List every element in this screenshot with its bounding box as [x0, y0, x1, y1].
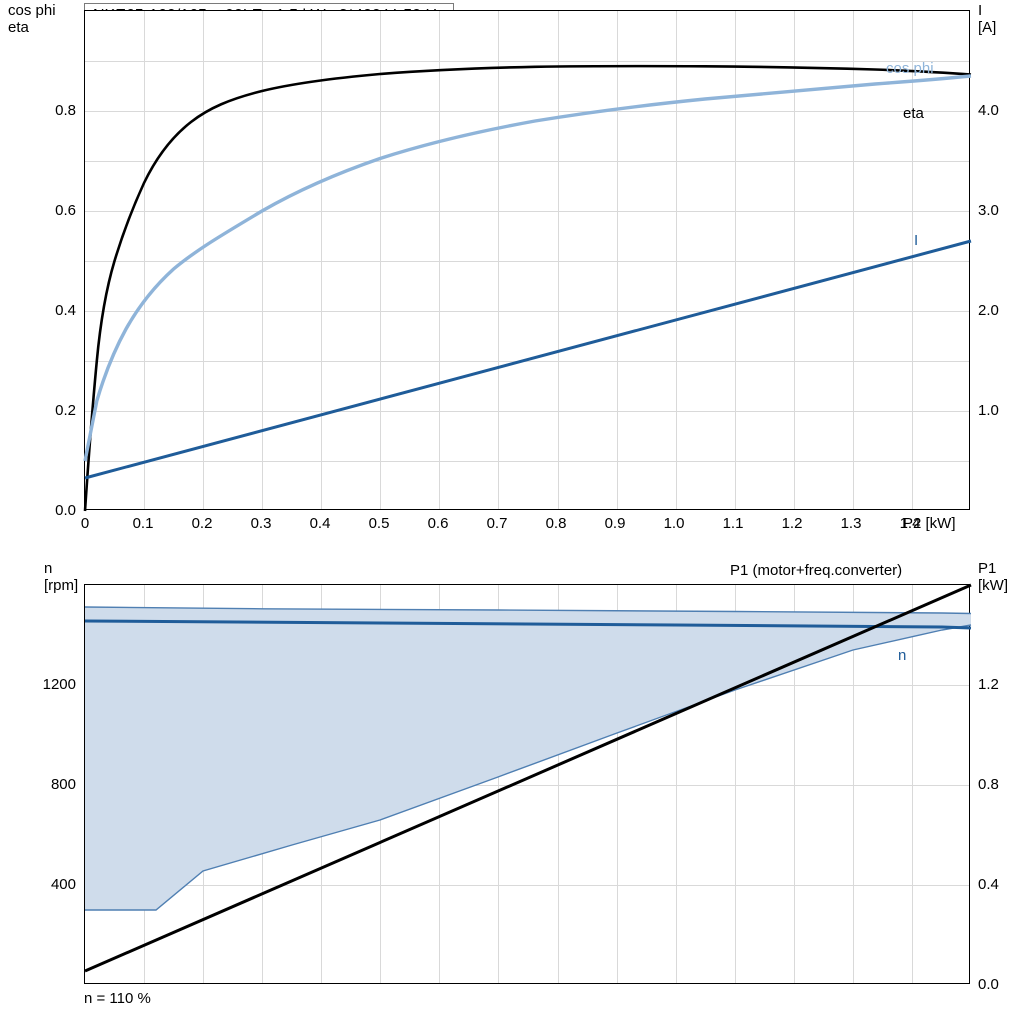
top-x-tick-12: 1.2 [781, 515, 803, 532]
top-y-right-tick-3: 4.0 [978, 102, 999, 119]
top-x-tick-7: 0.7 [486, 515, 508, 532]
top-y-left-tick-3: 0.6 [55, 202, 76, 219]
bottom-chart: n [rpm] P1 [kW] P1 (motor+freq.converter… [0, 552, 1024, 1024]
p1-series-label: P1 (motor+freq.converter) [730, 562, 903, 579]
top-gridlines [85, 11, 969, 509]
top-y-left-tick-1: 0.2 [55, 402, 76, 419]
bottom-y-left-axis-label: n [rpm] [44, 560, 79, 594]
speed-band-lower [85, 624, 972, 911]
top-y-left-axis-label: cos phi eta [8, 2, 56, 36]
top-y-left-tick-2: 0.4 [55, 302, 76, 319]
top-y-right-tick-0: 1.0 [978, 402, 999, 419]
cos-phi-series-label: cos phi [886, 60, 934, 77]
bottom-y-left-tick-0: 400 [50, 876, 76, 893]
speed-band-upper [84, 606, 972, 615]
cos-phi-curve [83, 74, 972, 462]
top-y-left-tick-4: 0.8 [55, 102, 76, 119]
top-x-tick-6: 0.6 [427, 515, 449, 532]
bottom-y-right-tick-2: 0.8 [978, 776, 999, 793]
top-plot-area [83, 10, 972, 512]
top-x-tick-5: 0.5 [368, 515, 390, 532]
footnote: n = 110 % [84, 990, 151, 1007]
eta-curve [83, 64, 972, 512]
current-series-label: I [914, 232, 919, 249]
top-y-left-tick-0: 0.0 [55, 502, 76, 519]
speed-line [84, 619, 972, 630]
bottom-plot-area [84, 583, 972, 984]
bottom-y-right-tick-0: 0.0 [978, 976, 999, 993]
top-x-tick-0: 0 [80, 515, 90, 532]
top-y-right-tick-1: 2.0 [978, 302, 999, 319]
bottom-y-left-tick-1: 800 [50, 776, 76, 793]
bottom-y-left-tick-2: 1200 [42, 676, 76, 693]
top-x-tick-4: 0.4 [309, 515, 331, 532]
top-x-tick-13: 1.3 [840, 515, 862, 532]
p1-line [84, 583, 972, 973]
current-line [84, 239, 972, 480]
speed-series-label: n [898, 647, 907, 664]
top-x-tick-3: 0.3 [250, 515, 272, 532]
top-x-tick-9: 0.9 [604, 515, 626, 532]
top-chart: cos phi eta I [A] NKE65-160/165 + 90LE 1… [8, 2, 999, 532]
top-x-tick-10: 1.0 [663, 515, 685, 532]
top-x-tick-14: 1.4 [899, 515, 921, 532]
top-x-axis-label: P2 [kW] [903, 515, 956, 532]
top-y-right-tick-2: 3.0 [978, 202, 999, 219]
top-x-tick-8: 0.8 [545, 515, 567, 532]
bottom-y-right-tick-3: 1.2 [978, 676, 999, 693]
top-y-right-axis-label: I [A] [978, 2, 997, 36]
top-x-tick-11: 1.1 [722, 515, 744, 532]
bottom-series-layer [84, 583, 972, 973]
top-x-tick-1: 0.1 [132, 515, 154, 532]
bottom-y-right-axis-label: P1 [kW] [978, 560, 1008, 594]
bottom-y-right-tick-1: 0.4 [978, 876, 999, 893]
speed-band [85, 607, 971, 910]
top-x-tick-2: 0.2 [191, 515, 213, 532]
eta-series-label: eta [903, 105, 924, 122]
top-series-layer [83, 64, 972, 512]
